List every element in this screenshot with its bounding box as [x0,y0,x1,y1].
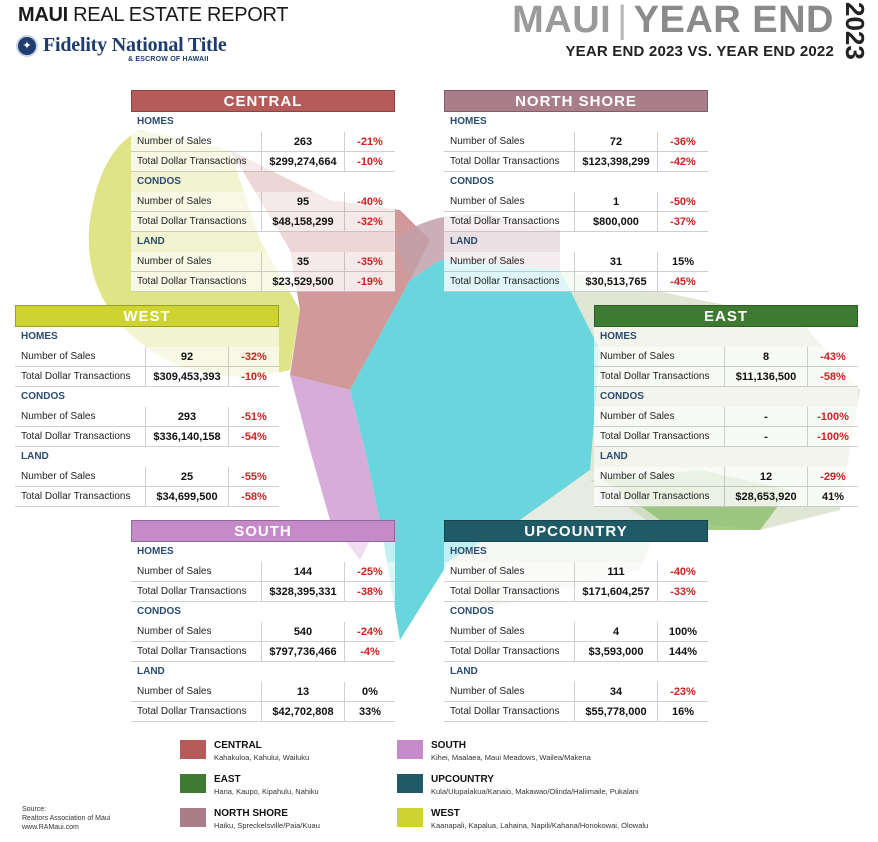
source-note: Source: Realtors Association of Maui www… [22,806,111,831]
legend-swatch [397,774,423,793]
table-row: Number of Sales 4 100% [444,622,708,642]
region-panel-central: CENTRAL HOMES Number of Sales 263 -21% Tot… [131,90,395,292]
page-subtitle: YEAR END 2023 VS. YEAR END 2022 [565,43,834,60]
section-condos: CONDOS [594,387,858,407]
table-row: Number of Sales 144 -25% [131,562,395,582]
legend-item-upcountry: UPCOUNTRY Kula/Ulupalakua/Kanaio, Makawao… [397,774,639,797]
table-row: Number of Sales 72 -36% [444,132,708,152]
table-row: Number of Sales 111 -40% [444,562,708,582]
table-row: Total Dollar Transactions $11,136,500 -58% [594,367,858,387]
section-land: LAND [594,447,858,467]
region-header-south: SOUTH [131,520,395,542]
legend-item-north-shore: NORTH SHORE Haiku, Spreckelsville/Paia/Ku… [180,808,320,831]
table-row: Total Dollar Transactions $123,398,299 -42… [444,152,708,172]
section-condos: CONDOS [131,602,395,622]
legend-item-south: SOUTH Kihei, Maalaea, Maui Meadows, Waile… [397,740,591,763]
legend-item-east: EAST Hana, Kaupo, Kipahulu, Nahiku [180,774,319,797]
table-row: Total Dollar Transactions $336,140,158 -54… [15,427,279,447]
table-row: Number of Sales 1 -50% [444,192,708,212]
year-vertical: 2023 [840,2,868,60]
brand-logo: ✦ Fidelity National Title [16,34,227,57]
section-condos: CONDOS [131,172,395,192]
table-row: Total Dollar Transactions $3,593,000 144% [444,642,708,662]
section-land: LAND [131,232,395,252]
section-homes: HOMES [15,327,279,347]
region-panel-south: SOUTH HOMES Number of Sales 144 -25% Total… [131,520,395,722]
table-row: Total Dollar Transactions $34,699,500 -58% [15,487,279,507]
section-condos: CONDOS [444,602,708,622]
section-land: LAND [444,232,708,252]
brand-subtitle: & ESCROW OF HAWAII [128,56,209,63]
report-title: MAUI REAL ESTATE REPORT [18,4,289,26]
table-row: Number of Sales 12 -29% [594,467,858,487]
table-row: Total Dollar Transactions $42,702,808 33% [131,702,395,722]
section-homes: HOMES [444,542,708,562]
legend-swatch [180,774,206,793]
table-row: Total Dollar Transactions $800,000 -37% [444,212,708,232]
section-homes: HOMES [131,542,395,562]
section-homes: HOMES [444,112,708,132]
table-row: Number of Sales 293 -51% [15,407,279,427]
table-row: Total Dollar Transactions - -100% [594,427,858,447]
page-title: MAUI | YEAR END [512,0,834,41]
table-row: Number of Sales 34 -23% [444,682,708,702]
region-header-east: EAST [594,305,858,327]
table-row: Total Dollar Transactions $309,453,393 -10… [15,367,279,387]
table-row: Number of Sales 95 -40% [131,192,395,212]
legend-swatch [180,808,206,827]
table-row: Total Dollar Transactions $328,395,331 -38… [131,582,395,602]
map-region-upcountry [350,260,600,640]
legend-item-west: WEST Kaanapali, Kapalua, Lahaina, Napili/… [397,808,648,831]
table-row: Number of Sales 263 -21% [131,132,395,152]
table-row: Number of Sales 540 -24% [131,622,395,642]
section-condos: CONDOS [444,172,708,192]
region-header-north-shore: NORTH SHORE [444,90,708,112]
table-row: Number of Sales 35 -35% [131,252,395,272]
svg-text:2023: 2023 [840,2,868,60]
brand-name: Fidelity National Title [43,34,227,56]
map-region-south [290,375,380,560]
region-panel-east: EAST HOMES Number of Sales 8 -43% Total Do… [594,305,858,507]
table-row: Number of Sales - -100% [594,407,858,427]
region-header-central: CENTRAL [131,90,395,112]
section-homes: HOMES [131,112,395,132]
table-row: Number of Sales 31 15% [444,252,708,272]
legend-swatch [397,740,423,759]
section-land: LAND [15,447,279,467]
table-row: Total Dollar Transactions $30,513,765 -45% [444,272,708,292]
section-condos: CONDOS [15,387,279,407]
legend-swatch [397,808,423,827]
table-row: Number of Sales 8 -43% [594,347,858,367]
region-panel-west: WEST HOMES Number of Sales 92 -32% Total D… [15,305,279,507]
table-row: Number of Sales 25 -55% [15,467,279,487]
table-row: Total Dollar Transactions $299,274,664 -10… [131,152,395,172]
seal-icon: ✦ [16,34,38,57]
table-row: Number of Sales 13 0% [131,682,395,702]
section-homes: HOMES [594,327,858,347]
table-row: Total Dollar Transactions $797,736,466 -4% [131,642,395,662]
table-row: Total Dollar Transactions $23,529,500 -19% [131,272,395,292]
table-row: Total Dollar Transactions $48,158,299 -32% [131,212,395,232]
table-row: Total Dollar Transactions $55,778,000 16% [444,702,708,722]
region-panel-north-shore: NORTH SHORE HOMES Number of Sales 72 -36% … [444,90,708,292]
section-land: LAND [444,662,708,682]
region-panel-upcountry: UPCOUNTRY HOMES Number of Sales 111 -40% T… [444,520,708,722]
legend-item-central: CENTRAL Kahakuloa, Kahului, Wailuku [180,740,309,763]
region-header-upcountry: UPCOUNTRY [444,520,708,542]
table-row: Number of Sales 92 -32% [15,347,279,367]
table-row: Total Dollar Transactions $28,653,920 41% [594,487,858,507]
section-land: LAND [131,662,395,682]
table-row: Total Dollar Transactions $171,604,257 -33… [444,582,708,602]
legend-swatch [180,740,206,759]
region-header-west: WEST [15,305,279,327]
